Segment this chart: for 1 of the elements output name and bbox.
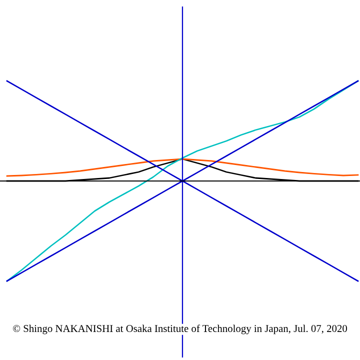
text: © Shingo NAKANISHI at Osaka Institute of Technology in Japan, Jul. 07, 2020 xyxy=(13,324,347,334)
